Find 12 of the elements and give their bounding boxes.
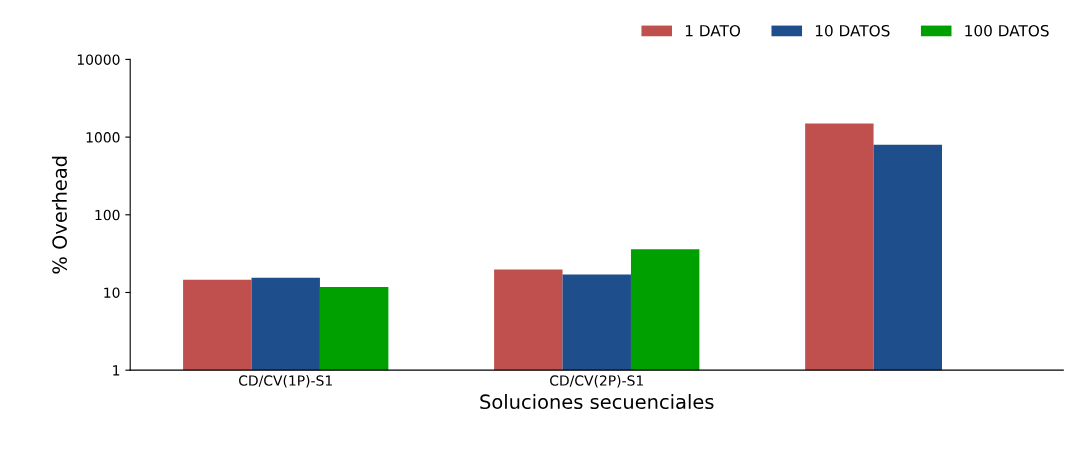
y-tick-label: 1000: [86, 132, 120, 143]
x-tick-label: CD/CV(1P)-S1: [239, 375, 332, 388]
y-tick-label: 10000: [77, 54, 120, 65]
legend-label: 10 DATOS: [815, 24, 890, 37]
x-axis-title: Soluciones secuenciales: [480, 394, 714, 410]
y-tick-label: 100: [95, 209, 120, 221]
y-tick-label: 10: [104, 287, 120, 298]
y-axis-title: % Overhead: [51, 156, 67, 274]
y-tick-label: 1: [113, 365, 120, 376]
legend-label: 1 DATO: [685, 24, 741, 37]
legend-label: 100 DATOS: [965, 24, 1049, 37]
x-tick-label: CD/CV(2P)-S1: [550, 375, 643, 388]
